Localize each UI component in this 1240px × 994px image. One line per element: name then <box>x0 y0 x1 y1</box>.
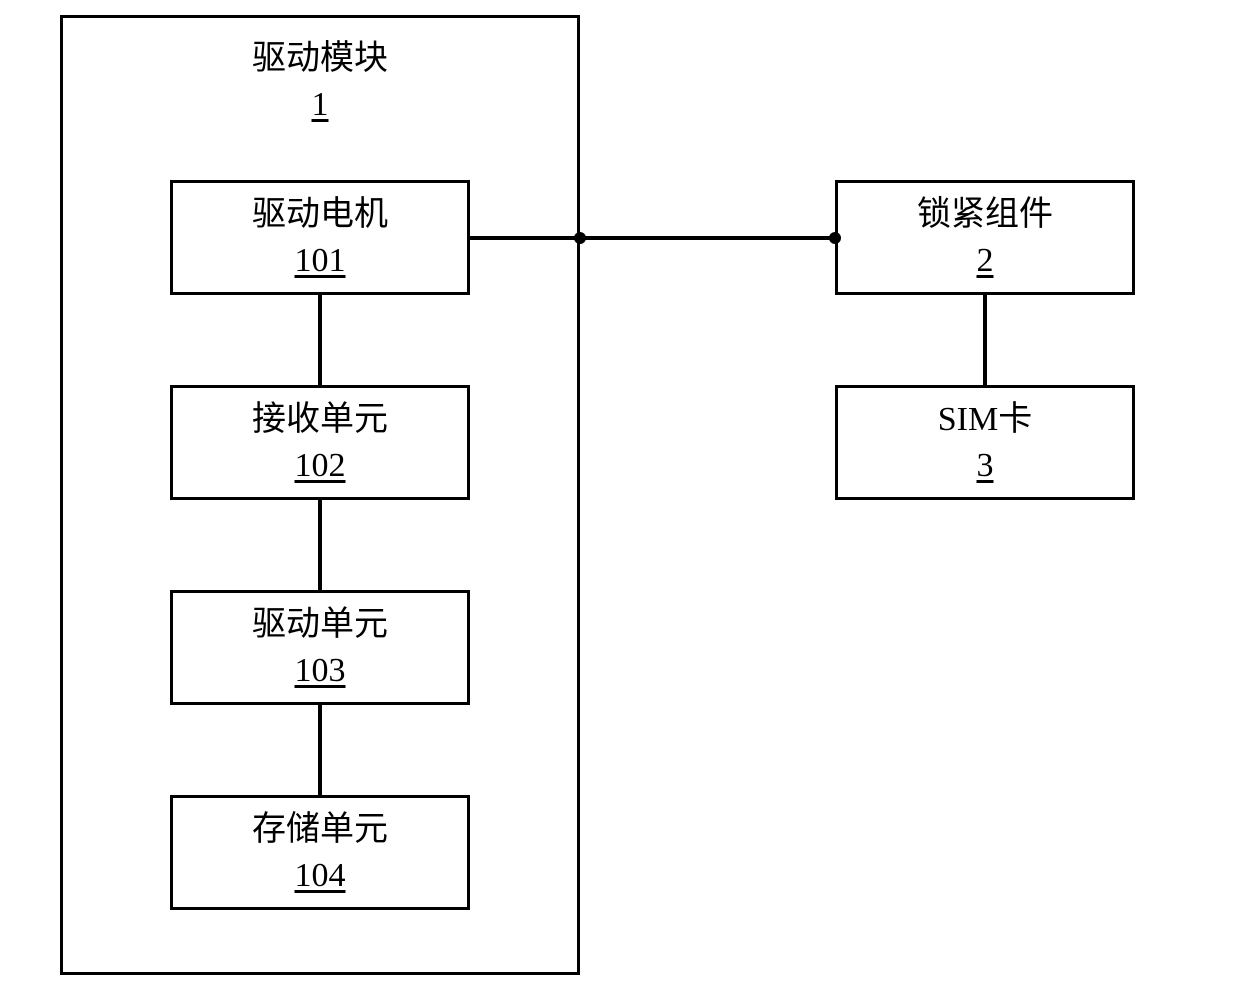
diagram-canvas: { "layout": { "canvas": { "width": 1240,… <box>0 0 1240 994</box>
node-drive-motor: 驱动电机 101 <box>170 180 470 295</box>
node-drive-motor-title: 驱动电机 <box>252 192 388 238</box>
node-store-unit-title: 存储单元 <box>252 807 388 853</box>
node-drive-module-number: 1 <box>312 82 329 128</box>
node-drive-unit-title: 驱动单元 <box>252 602 388 648</box>
node-sim-card-number: 3 <box>977 443 994 489</box>
node-lock-component: 锁紧组件 2 <box>835 180 1135 295</box>
edge-dot-module-boundary <box>574 232 586 244</box>
node-receive-unit: 接收单元 102 <box>170 385 470 500</box>
node-receive-unit-title: 接收单元 <box>252 397 388 443</box>
node-sim-card: SIM卡 3 <box>835 385 1135 500</box>
node-sim-card-title: SIM卡 <box>938 397 1032 443</box>
node-drive-unit-number: 103 <box>295 648 346 694</box>
edge-driveunit-to-store <box>318 705 322 795</box>
edge-motor-to-receive <box>318 295 322 385</box>
node-drive-unit: 驱动单元 103 <box>170 590 470 705</box>
edge-lock-to-sim <box>983 295 987 385</box>
edge-dot-lock-left <box>829 232 841 244</box>
edge-receive-to-driveunit <box>318 500 322 590</box>
node-drive-motor-number: 101 <box>295 238 346 284</box>
node-lock-component-title: 锁紧组件 <box>917 192 1053 238</box>
node-store-unit-number: 104 <box>295 853 346 899</box>
edge-motor-to-lock <box>470 236 835 240</box>
node-drive-module-title: 驱动模块 <box>252 36 388 82</box>
node-receive-unit-number: 102 <box>295 443 346 489</box>
node-lock-component-number: 2 <box>977 238 994 284</box>
node-store-unit: 存储单元 104 <box>170 795 470 910</box>
